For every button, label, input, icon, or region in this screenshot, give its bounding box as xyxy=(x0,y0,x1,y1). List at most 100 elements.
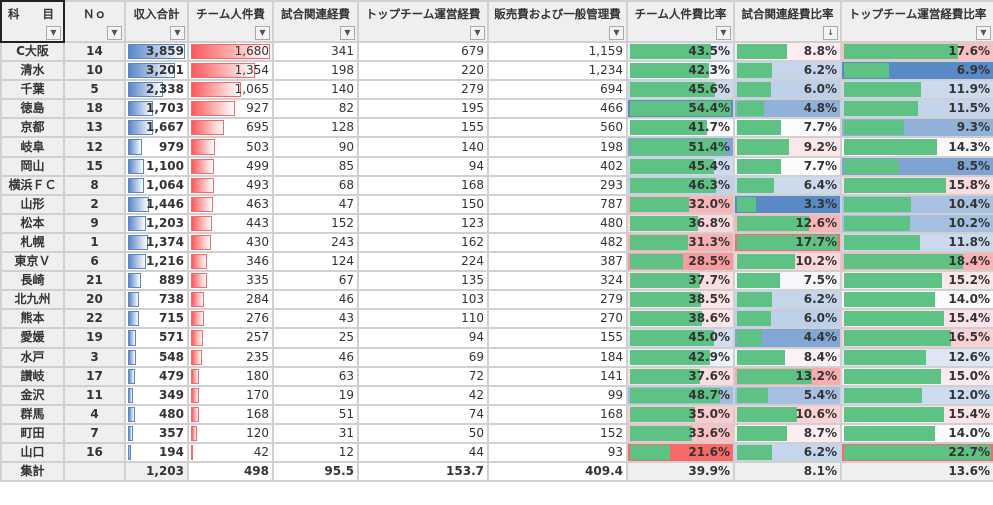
table-cell[interactable]: 1 xyxy=(63,231,126,254)
table-cell[interactable]: 103 xyxy=(357,289,489,311)
filter-dropdown-icon[interactable]: ▼ xyxy=(107,26,122,40)
table-cell[interactable]: 220 xyxy=(357,60,489,82)
table-cell[interactable]: 15.8% xyxy=(840,174,993,196)
table-cell[interactable]: 571 xyxy=(124,327,189,349)
table-cell[interactable]: 東京Ｖ xyxy=(0,251,65,273)
table-cell[interactable]: 180 xyxy=(187,365,274,387)
table-cell[interactable]: 3.3% xyxy=(733,193,842,215)
table-cell[interactable]: 90 xyxy=(272,136,359,158)
table-cell[interactable]: 1,203 xyxy=(124,212,189,234)
table-cell[interactable]: 152 xyxy=(272,212,359,234)
table-cell[interactable]: 341 xyxy=(272,40,359,63)
table-cell[interactable]: 349 xyxy=(124,384,189,406)
table-cell[interactable]: 45.6% xyxy=(626,79,735,101)
table-cell[interactable]: 4.4% xyxy=(733,327,842,349)
table-cell[interactable]: 94 xyxy=(357,155,489,177)
table-cell[interactable]: 札幌 xyxy=(0,231,65,254)
table-cell[interactable]: 7 xyxy=(63,422,126,444)
table-cell[interactable]: 38.5% xyxy=(626,289,735,311)
table-cell[interactable]: 979 xyxy=(124,136,189,158)
table-cell[interactable]: 千葉 xyxy=(0,79,65,101)
table-cell[interactable]: 町田 xyxy=(0,422,65,444)
table-cell[interactable]: 123 xyxy=(357,212,489,234)
table-cell[interactable]: 35.0% xyxy=(626,403,735,425)
table-cell[interactable]: 170 xyxy=(187,384,274,406)
table-cell[interactable]: 岡山 xyxy=(0,155,65,177)
table-cell[interactable]: 150 xyxy=(357,193,489,215)
table-cell[interactable]: 42 xyxy=(187,441,274,464)
table-cell[interactable]: 889 xyxy=(124,270,189,292)
table-cell[interactable]: 熊本 xyxy=(0,308,65,330)
table-cell[interactable]: 54.4% xyxy=(626,98,735,120)
table-cell[interactable]: 1,680 xyxy=(187,40,274,63)
table-cell[interactable]: 45.4% xyxy=(626,155,735,177)
filter-dropdown-icon[interactable]: ▼ xyxy=(46,26,61,40)
table-cell[interactable]: 276 xyxy=(187,308,274,330)
table-cell[interactable]: 22 xyxy=(63,308,126,330)
table-cell[interactable]: 19 xyxy=(272,384,359,406)
table-cell[interactable]: 1,065 xyxy=(187,79,274,101)
table-cell[interactable]: 110 xyxy=(357,308,489,330)
table-cell[interactable]: 17 xyxy=(63,365,126,387)
table-cell[interactable]: 8.1% xyxy=(733,461,842,483)
table-cell[interactable]: 11.9% xyxy=(840,79,993,101)
filter-dropdown-icon[interactable]: ▼ xyxy=(609,26,624,40)
table-cell[interactable]: 184 xyxy=(487,346,628,368)
table-cell[interactable]: 99 xyxy=(487,384,628,406)
table-cell[interactable]: 1,667 xyxy=(124,117,189,139)
table-cell[interactable]: 13.6% xyxy=(840,461,993,483)
table-cell[interactable]: 4 xyxy=(63,403,126,425)
table-cell[interactable]: 15.4% xyxy=(840,308,993,330)
table-cell[interactable]: 京都 xyxy=(0,117,65,139)
table-cell[interactable]: 6.2% xyxy=(733,289,842,311)
table-cell[interactable]: 153.7 xyxy=(357,461,489,483)
table-cell[interactable]: 21.6% xyxy=(626,441,735,464)
table-cell[interactable]: 32.0% xyxy=(626,193,735,215)
table-cell[interactable]: 43 xyxy=(272,308,359,330)
table-cell[interactable]: 503 xyxy=(187,136,274,158)
table-cell[interactable]: 北九州 xyxy=(0,289,65,311)
table-cell[interactable]: 279 xyxy=(487,289,628,311)
table-cell[interactable]: 3,859 xyxy=(124,40,189,63)
table-cell[interactable]: 讃岐 xyxy=(0,365,65,387)
table-cell[interactable]: 群馬 xyxy=(0,403,65,425)
table-cell[interactable]: 194 xyxy=(124,441,189,464)
table-cell[interactable]: 140 xyxy=(357,136,489,158)
table-cell[interactable]: 50 xyxy=(357,422,489,444)
table-cell[interactable]: 14.0% xyxy=(840,289,993,311)
table-cell[interactable]: 36.8% xyxy=(626,212,735,234)
table-cell[interactable]: 120 xyxy=(187,422,274,444)
table-cell[interactable]: 6.0% xyxy=(733,79,842,101)
table-cell[interactable]: 4.8% xyxy=(733,98,842,120)
table-cell[interactable]: 498 xyxy=(187,461,274,483)
column-header[interactable]: 販売費および一般管理費 ▼ xyxy=(487,0,628,43)
table-cell[interactable]: 21 xyxy=(63,270,126,292)
table-cell[interactable]: 42.9% xyxy=(626,346,735,368)
table-cell[interactable]: 479 xyxy=(124,365,189,387)
table-cell[interactable]: 2 xyxy=(63,193,126,215)
table-cell[interactable]: 48.7% xyxy=(626,384,735,406)
table-cell[interactable]: 141 xyxy=(487,365,628,387)
table-cell[interactable]: 15 xyxy=(63,155,126,177)
table-cell[interactable]: 499 xyxy=(187,155,274,177)
table-cell[interactable]: 493 xyxy=(187,174,274,196)
table-cell[interactable]: 7.7% xyxy=(733,155,842,177)
table-cell[interactable]: 480 xyxy=(124,403,189,425)
table-cell[interactable]: 5.4% xyxy=(733,384,842,406)
table-cell[interactable]: 293 xyxy=(487,174,628,196)
table-cell[interactable]: 41.7% xyxy=(626,117,735,139)
table-cell[interactable]: 482 xyxy=(487,231,628,254)
column-header[interactable]: トップチーム運営経費 ▼ xyxy=(357,0,489,43)
filter-dropdown-icon[interactable]: ▼ xyxy=(976,26,991,40)
column-header[interactable]: Ｎｏ ▼ xyxy=(63,0,126,43)
table-cell[interactable]: 1,374 xyxy=(124,231,189,254)
column-header[interactable]: トップチーム運営経費比率 ▼ xyxy=(840,0,993,43)
table-cell[interactable]: 466 xyxy=(487,98,628,120)
table-cell[interactable]: 387 xyxy=(487,251,628,273)
table-cell[interactable]: 430 xyxy=(187,231,274,254)
table-cell[interactable]: 22.7% xyxy=(840,441,993,464)
table-cell[interactable]: 9 xyxy=(63,212,126,234)
table-cell[interactable]: 548 xyxy=(124,346,189,368)
table-cell[interactable]: 346 xyxy=(187,251,274,273)
table-cell[interactable]: 37.6% xyxy=(626,365,735,387)
